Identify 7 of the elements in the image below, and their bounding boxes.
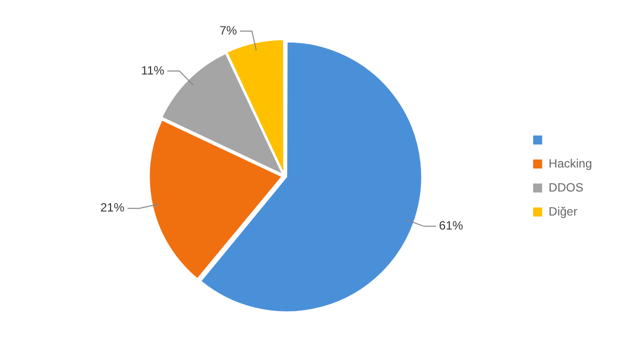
legend-label: Diğer: [548, 204, 578, 218]
legend-label: DDOS: [548, 180, 584, 194]
legend-label: Hacking: [548, 156, 592, 170]
data-label: 21%: [100, 200, 125, 215]
data-label: 61%: [439, 218, 464, 233]
data-label: 7%: [220, 23, 238, 38]
data-label: 11%: [141, 63, 165, 78]
